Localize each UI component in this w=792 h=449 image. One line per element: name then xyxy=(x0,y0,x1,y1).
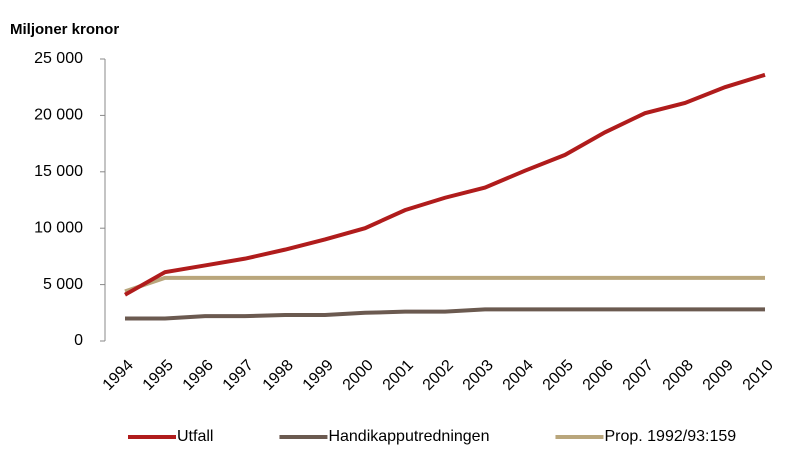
x-tick-label: 2010 xyxy=(740,357,777,394)
y-tick-label: 15 000 xyxy=(34,163,83,180)
x-tick-label: 2008 xyxy=(660,357,697,394)
x-tick-label: 2006 xyxy=(580,357,617,394)
x-tick-label: 2004 xyxy=(500,357,537,394)
series-line xyxy=(124,275,765,294)
x-tick-label: 2005 xyxy=(540,357,577,394)
x-tick-label: 1994 xyxy=(100,357,137,394)
x-tick-label: 1999 xyxy=(300,357,337,394)
x-tick-label: 2001 xyxy=(380,357,417,394)
y-tick-label: 0 xyxy=(74,332,83,349)
legend-label: Prop. 1992/93:159 xyxy=(604,428,736,445)
x-tick-label: 1998 xyxy=(260,357,297,394)
x-tick-label: 1995 xyxy=(140,357,177,394)
series-line xyxy=(125,307,765,321)
y-tick-label: 10 000 xyxy=(34,219,83,236)
y-tick-label: 25 000 xyxy=(34,50,83,67)
x-tick-label: 1996 xyxy=(180,357,217,394)
y-tick-label: 20 000 xyxy=(34,107,83,124)
x-tick-label: 2000 xyxy=(340,357,377,394)
x-tick-label: 2009 xyxy=(700,357,737,394)
x-tick-label: 2007 xyxy=(620,357,657,394)
x-tick-label: 1997 xyxy=(220,357,257,394)
x-tick-label: 2003 xyxy=(460,357,497,394)
legend-label: Utfall xyxy=(177,428,213,445)
series-line xyxy=(124,72,766,297)
legend-label: Handikapputredningen xyxy=(328,428,489,445)
x-tick-label: 2002 xyxy=(420,357,457,394)
chart-title: Miljoner kronor xyxy=(10,21,119,38)
y-tick-label: 5 000 xyxy=(43,276,83,293)
